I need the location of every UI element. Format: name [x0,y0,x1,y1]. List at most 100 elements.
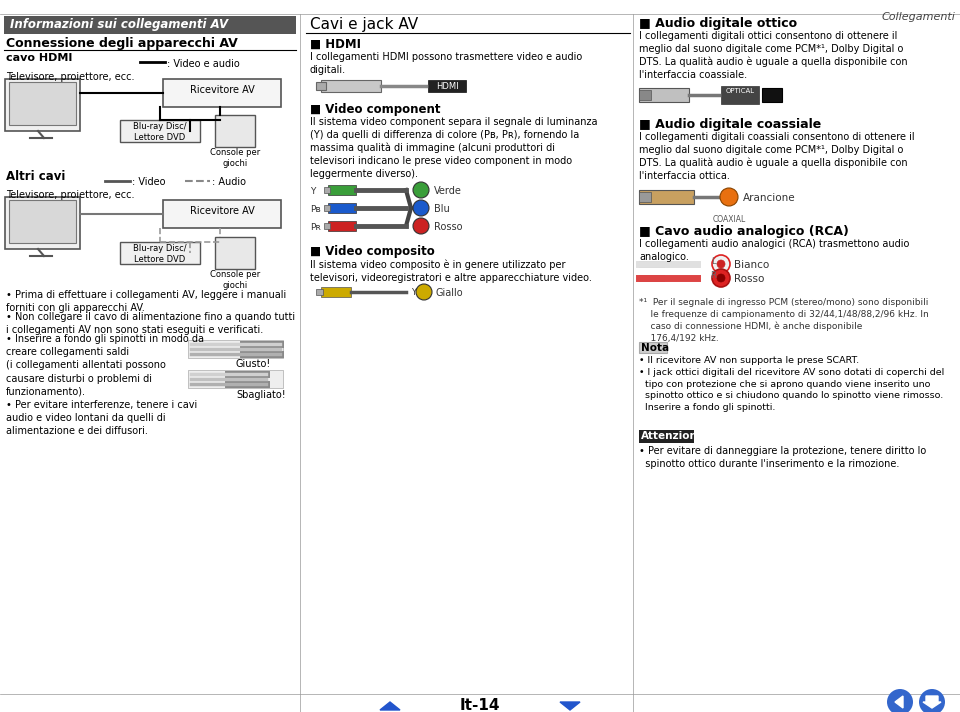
Text: I collegamenti audio analogici (RCA) trasmettono audio
analogico.: I collegamenti audio analogici (RCA) tra… [639,239,909,262]
Text: Televisore, proiettore, ecc.: Televisore, proiettore, ecc. [6,72,134,82]
Text: Blu-ray Disc/
Lettore DVD: Blu-ray Disc/ Lettore DVD [133,244,187,263]
Bar [5,79,80,131]
Circle shape [413,218,429,234]
Text: ■ HDMI: ■ HDMI [310,38,361,51]
Text: Informazioni sui collegamenti AV: Informazioni sui collegamenti AV [10,18,228,31]
Text: Y: Y [411,288,416,297]
Text: Verde: Verde [434,186,462,196]
Text: Giallo: Giallo [436,288,464,298]
Text: It-14: It-14 [460,698,500,712]
Circle shape [720,188,738,206]
Text: ■ Audio digitale ottico: ■ Audio digitale ottico [639,17,797,30]
Text: • Il ricevitore AV non supporta le prese SCART.
• I jack ottici digitali del ric: • Il ricevitore AV non supporta le prese… [639,356,945,412]
Text: I collegamenti digitali coassiali consentono di ottenere il
meglio dal suono dig: I collegamenti digitali coassiali consen… [639,132,915,181]
Bar [721,86,759,104]
Bar [4,16,296,34]
Bar [188,370,283,388]
Text: Pʀ: Pʀ [310,223,321,232]
Bar [762,88,782,102]
Text: Rosso: Rosso [434,222,463,232]
Text: Rosso: Rosso [734,274,764,284]
Text: • Per evitare interferenze, tenere i cavi
audio e video lontani da quelli di
ali: • Per evitare interferenze, tenere i cav… [6,400,197,436]
Circle shape [919,689,945,712]
Text: Arancione: Arancione [743,193,796,203]
Bar [639,275,664,281]
Bar [639,190,694,204]
Bar [215,115,255,147]
Text: Console per
giochi: Console per giochi [210,148,260,168]
Bar [324,223,330,229]
Bar [9,82,76,125]
Bar [321,80,381,92]
Bar [316,289,323,295]
Text: Sbagliato!: Sbagliato! [236,390,286,400]
Circle shape [717,274,725,282]
Text: Blu: Blu [434,204,449,214]
Text: OPTICAL: OPTICAL [726,88,755,94]
Bar [9,200,76,243]
Text: • Inserire a fondo gli spinotti in modo da
creare collegamenti saldi
(i collegam: • Inserire a fondo gli spinotti in modo … [6,334,204,397]
Text: Y: Y [310,187,316,196]
Text: ■ Cavo audio analogico (RCA): ■ Cavo audio analogico (RCA) [639,225,849,238]
Text: • Prima di effettuare i collegamenti AV, leggere i manuali
forniti con gli appar: • Prima di effettuare i collegamenti AV,… [6,290,286,313]
Text: ■ Audio digitale coassiale: ■ Audio digitale coassiale [639,118,821,131]
Text: Il sistema video composito è in genere utilizzato per
televisori, videoregistrat: Il sistema video composito è in genere u… [310,259,592,283]
Text: Ricevitore AV: Ricevitore AV [190,85,254,95]
Text: Pʙ: Pʙ [310,205,321,214]
Bar [120,242,200,264]
Text: : Video e audio: : Video e audio [167,59,240,69]
Text: *¹  Per il segnale di ingresso PCM (stereo/mono) sono disponibili
    le frequen: *¹ Per il segnale di ingresso PCM (stere… [639,298,928,343]
Text: Nota: Nota [641,343,669,353]
Bar [328,185,356,195]
Text: Blu-ray Disc/
Lettore DVD: Blu-ray Disc/ Lettore DVD [133,122,187,142]
Text: Cavi e jack AV: Cavi e jack AV [310,17,419,32]
Text: Collegamenti: Collegamenti [881,12,955,22]
Bar [639,192,651,202]
Bar [120,120,200,142]
Bar [639,90,651,100]
Text: Giusto!: Giusto! [236,359,272,369]
Polygon shape [380,702,400,710]
Bar [328,203,356,213]
Text: • Non collegare il cavo di alimentazione fino a quando tutti
i collegamenti AV n: • Non collegare il cavo di alimentazione… [6,312,295,335]
Bar [324,187,330,193]
Bar [639,261,664,267]
Text: Altri cavi: Altri cavi [6,170,65,183]
Text: Televisore, proiettore, ecc.: Televisore, proiettore, ecc. [6,190,134,200]
Bar [639,430,694,443]
Bar [324,205,330,211]
Bar [328,221,356,231]
Text: Bianco: Bianco [734,260,769,270]
Polygon shape [895,696,903,708]
Text: COAXIAL: COAXIAL [712,215,746,224]
Text: R: R [710,271,716,280]
Text: I collegamenti digitali ottici consentono di ottenere il
meglio dal suono digita: I collegamenti digitali ottici consenton… [639,31,907,80]
Bar [639,342,667,353]
Bar [428,80,466,92]
Circle shape [887,689,913,712]
Text: ■ Video component: ■ Video component [310,103,441,116]
Text: Il sistema video component separa il segnale di luminanza
(Y) da quelli di diffe: Il sistema video component separa il seg… [310,117,597,179]
Text: : Video: : Video [132,177,165,187]
Text: Ricevitore AV: Ricevitore AV [190,206,254,216]
Text: Console per
giochi: Console per giochi [210,270,260,290]
Text: HDMI: HDMI [436,82,458,91]
Circle shape [416,284,432,300]
Text: ■ Video composito: ■ Video composito [310,245,435,258]
Text: L: L [710,257,715,266]
Bar [316,82,326,90]
Circle shape [717,260,725,268]
Circle shape [413,200,429,216]
Bar [639,88,689,102]
Text: Attenzione: Attenzione [641,431,705,441]
Polygon shape [923,696,941,708]
Circle shape [712,255,730,273]
Bar [321,287,351,297]
Circle shape [712,269,730,287]
Text: Connessione degli apparecchi AV: Connessione degli apparecchi AV [6,37,238,50]
Bar [5,197,80,249]
Text: cavo HDMI: cavo HDMI [6,53,72,63]
Bar [215,237,255,269]
Polygon shape [560,702,580,710]
Bar [188,340,283,358]
